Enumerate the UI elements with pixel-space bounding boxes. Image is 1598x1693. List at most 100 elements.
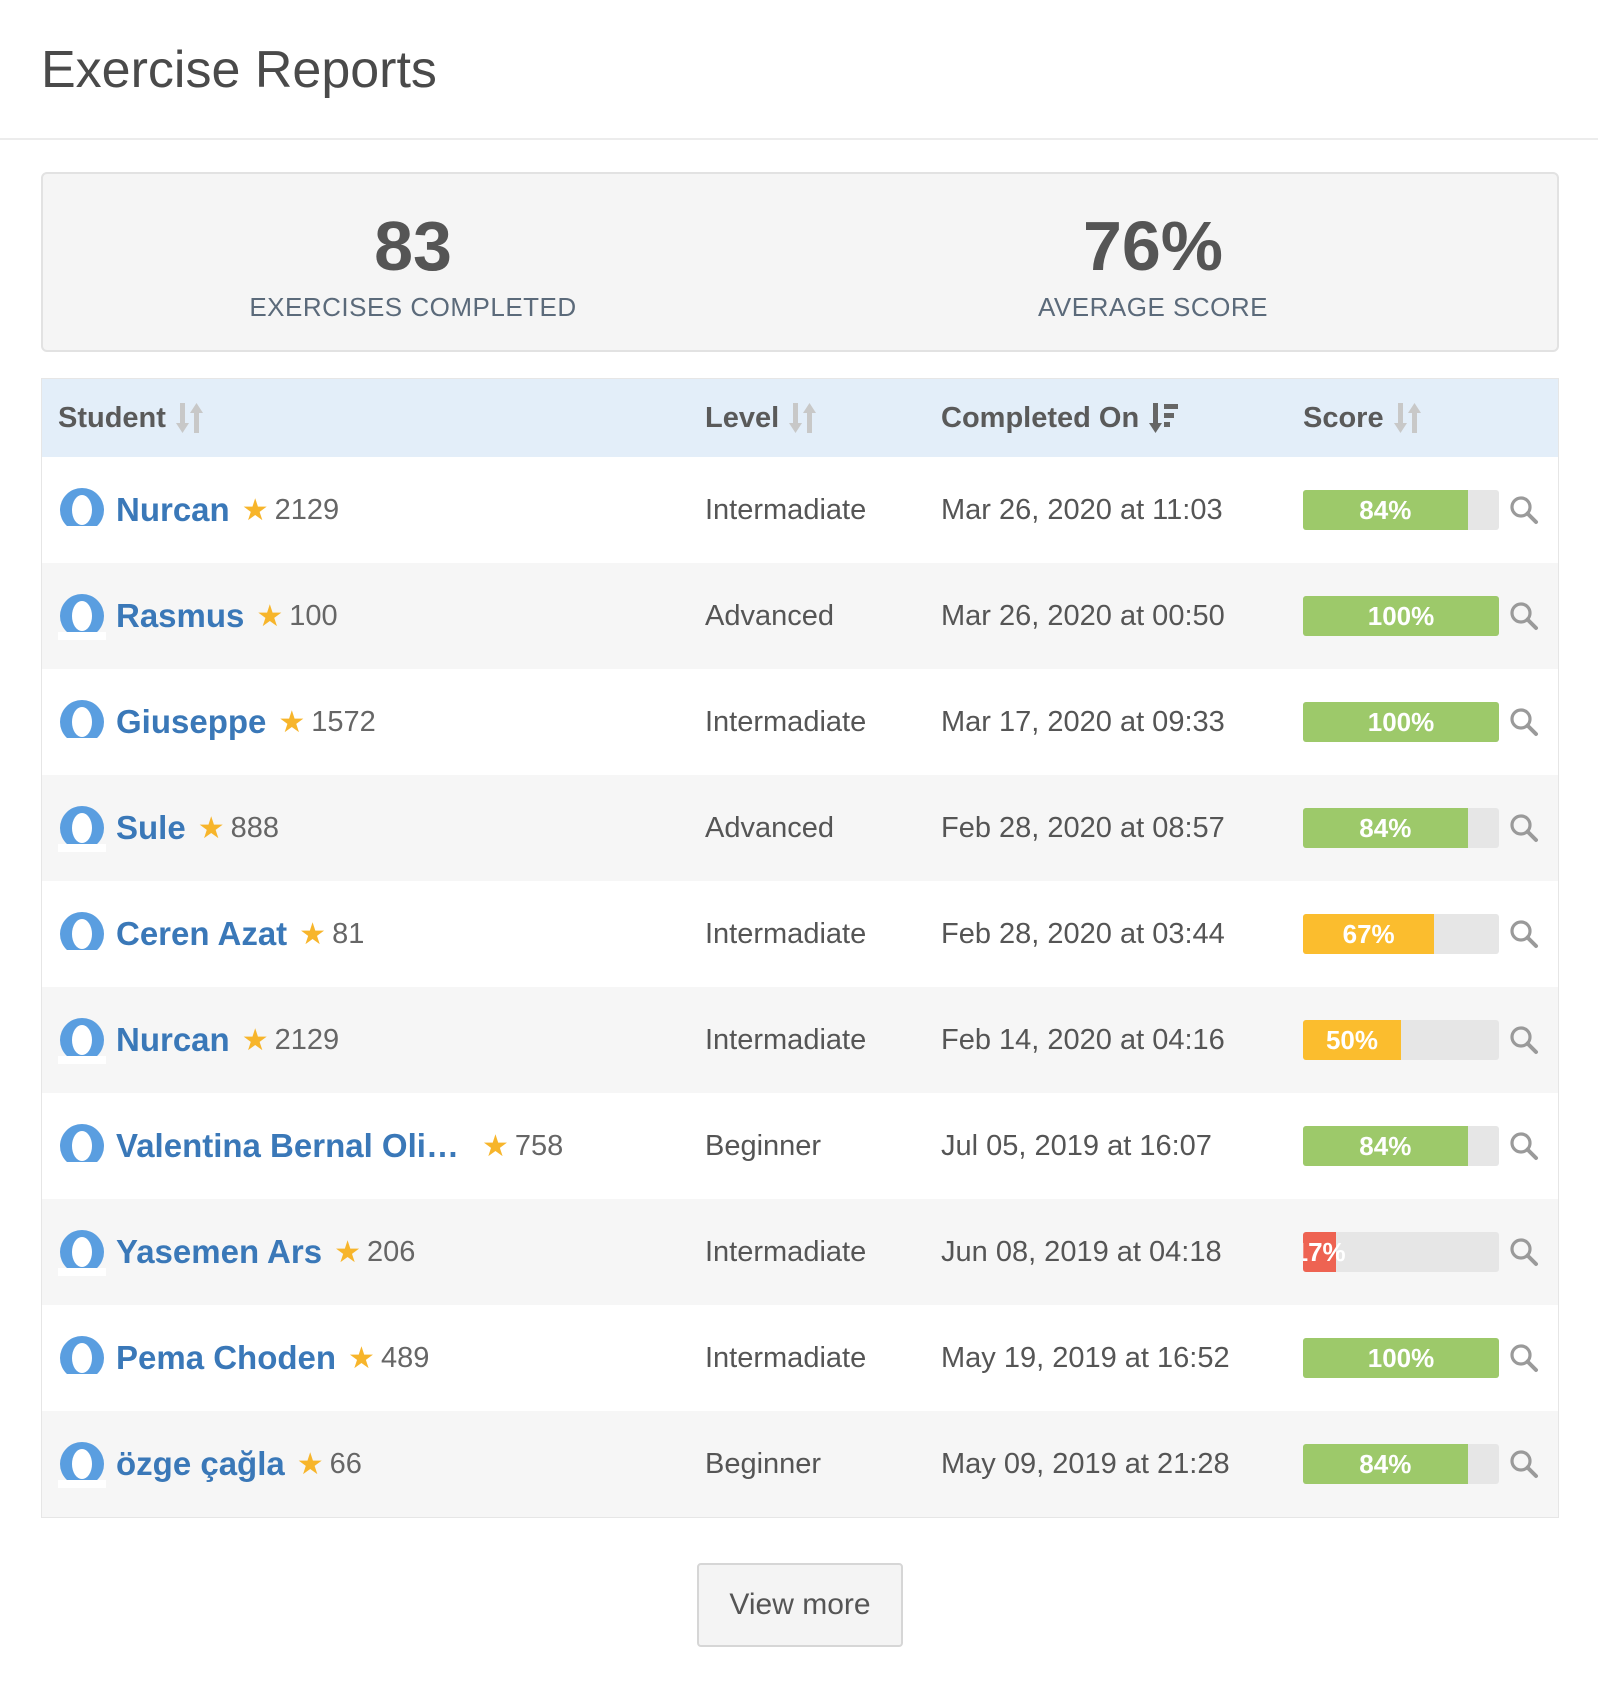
user-avatar-icon[interactable] [58, 1016, 106, 1064]
page-title: Exercise Reports [41, 41, 437, 99]
level-text: Advanced [705, 599, 834, 632]
score-bar: 50% [1303, 1020, 1499, 1060]
level-text: Intermadiate [705, 1023, 867, 1056]
student-cell: Pema Choden ★ 489 [58, 1305, 429, 1411]
star-icon: ★ [241, 493, 269, 527]
table-header: Student Level [42, 379, 1558, 457]
score-cell: 67% [1303, 881, 1499, 987]
magnifier-icon[interactable] [1509, 881, 1539, 987]
reports-table: Student Level [41, 378, 1559, 1518]
student-cell: özge çağla ★ 66 [58, 1411, 362, 1517]
student-name-link[interactable]: Pema Choden [116, 1339, 337, 1376]
score-cell: 17% [1303, 1199, 1499, 1305]
level-text: Intermadiate [705, 1235, 867, 1268]
column-header-label: Student [58, 402, 166, 434]
magnifier-icon[interactable] [1509, 987, 1539, 1093]
student-points: 1572 [311, 705, 376, 738]
magnifier-icon[interactable] [1509, 563, 1539, 669]
date-cell: Mar 26, 2020 at 11:03 [941, 457, 1223, 563]
score-fill: 84% [1303, 1444, 1468, 1484]
student-cell: Nurcan ★ 2129 [58, 987, 339, 1093]
column-header-level[interactable]: Level [705, 379, 817, 457]
stats-panel: 83 EXERCISES COMPLETED 76% AVERAGE SCORE [41, 172, 1559, 352]
table-row: Valentina Bernal Oliv… ★ 758 Beginner Jul 05… [42, 1093, 1558, 1199]
table-row: Nurcan ★ 2129 Intermadiate Feb 14, 2020 at 0… [42, 987, 1558, 1093]
completed-date: Mar 26, 2020 at 00:50 [941, 599, 1225, 632]
level-text: Intermadiate [705, 1341, 867, 1374]
score-label: 100% [1367, 1342, 1435, 1373]
student-name-link[interactable]: Rasmus [116, 597, 245, 634]
magnifier-icon[interactable] [1509, 1411, 1539, 1517]
stat-exercises-completed: 83 EXERCISES COMPLETED [43, 174, 783, 323]
student-name-link[interactable]: Ceren Azat [116, 915, 288, 952]
completed-date: Jun 08, 2019 at 04:18 [941, 1235, 1222, 1268]
level-text: Beginner [705, 1129, 822, 1162]
date-cell: Mar 17, 2020 at 09:33 [941, 669, 1225, 775]
user-avatar-icon[interactable] [58, 698, 106, 746]
completed-date: May 19, 2019 at 16:52 [941, 1341, 1230, 1374]
column-header-score[interactable]: Score [1303, 379, 1422, 457]
table-body: Nurcan ★ 2129 Intermadiate Mar 26, 2020 at 1… [42, 457, 1558, 1517]
student-name-link[interactable]: Nurcan [116, 1021, 230, 1058]
user-avatar-icon[interactable] [58, 1122, 106, 1170]
star-icon: ★ [296, 1447, 324, 1481]
sort-icon[interactable] [789, 401, 817, 435]
magnifier-icon[interactable] [1509, 669, 1539, 775]
column-header-completed-on[interactable]: Completed On [941, 379, 1179, 457]
score-bar: 100% [1303, 596, 1499, 636]
student-name-link[interactable]: Giuseppe [116, 703, 267, 740]
level-cell: Intermadiate [705, 457, 866, 563]
table-row: Sule ★ 888 Advanced Feb 28, 2020 at 08:57 84% [42, 775, 1558, 881]
user-avatar-icon[interactable] [58, 1440, 106, 1488]
date-cell: Feb 28, 2020 at 03:44 [941, 881, 1225, 987]
score-fill: 50% [1303, 1020, 1401, 1060]
magnifier-icon[interactable] [1509, 1305, 1539, 1411]
score-label: 84% [1359, 494, 1412, 525]
score-bar: 100% [1303, 1338, 1499, 1378]
student-cell: Sule ★ 888 [58, 775, 279, 881]
student-points: 2129 [274, 493, 340, 526]
score-label: 67% [1342, 918, 1395, 949]
student-name-link[interactable]: Sule [116, 809, 186, 846]
date-cell: Feb 14, 2020 at 04:16 [941, 987, 1225, 1093]
stat-label: EXERCISES COMPLETED [249, 292, 577, 322]
level-text: Intermadiate [705, 493, 867, 526]
magnifier-icon[interactable] [1509, 1199, 1539, 1305]
student-name-link[interactable]: Nurcan [116, 491, 230, 528]
user-avatar-icon[interactable] [58, 910, 106, 958]
user-avatar-icon[interactable] [58, 1334, 106, 1382]
student-name-link[interactable]: özge çağla [116, 1445, 285, 1482]
column-header-student[interactable]: Student [58, 379, 204, 457]
student-name-link[interactable]: Valentina Bernal Oliv… [116, 1127, 470, 1164]
sort-icon[interactable] [175, 401, 204, 435]
user-avatar-icon[interactable] [58, 486, 106, 534]
table-row: Ceren Azat ★ 81 Intermadiate Feb 28, 2020 at… [42, 881, 1558, 987]
date-cell: May 09, 2019 at 21:28 [941, 1411, 1230, 1517]
level-cell: Intermadiate [705, 987, 866, 1093]
sort-desc-icon[interactable] [1149, 401, 1179, 435]
score-cell: 84% [1303, 1093, 1499, 1199]
star-icon: ★ [256, 599, 284, 633]
student-name-link[interactable]: Yasemen Ars [116, 1233, 323, 1270]
score-cell: 50% [1303, 987, 1499, 1093]
magnifier-icon[interactable] [1509, 1093, 1539, 1199]
completed-date: Feb 14, 2020 at 04:16 [941, 1023, 1225, 1056]
magnifier-icon[interactable] [1509, 457, 1539, 563]
student-points: 81 [332, 917, 365, 950]
completed-date: Mar 26, 2020 at 11:03 [941, 493, 1223, 526]
score-label: 50% [1325, 1024, 1379, 1055]
date-cell: Jun 08, 2019 at 04:18 [941, 1199, 1222, 1305]
table-row: Nurcan ★ 2129 Intermadiate Mar 26, 2020 at 1… [42, 457, 1558, 563]
user-avatar-icon[interactable] [58, 1228, 106, 1276]
level-cell: Advanced [705, 563, 834, 669]
stat-average-score: 76% AVERAGE SCORE [783, 174, 1523, 323]
score-bar: 84% [1303, 490, 1499, 530]
user-avatar-icon[interactable] [58, 804, 106, 852]
column-header-label: Score [1303, 402, 1384, 434]
star-icon: ★ [197, 811, 225, 845]
sort-icon[interactable] [1393, 401, 1422, 435]
user-avatar-icon[interactable] [58, 592, 106, 640]
magnifier-icon[interactable] [1509, 775, 1539, 881]
stat-label: AVERAGE SCORE [1038, 292, 1268, 322]
view-more-button[interactable]: View more [697, 1563, 903, 1647]
